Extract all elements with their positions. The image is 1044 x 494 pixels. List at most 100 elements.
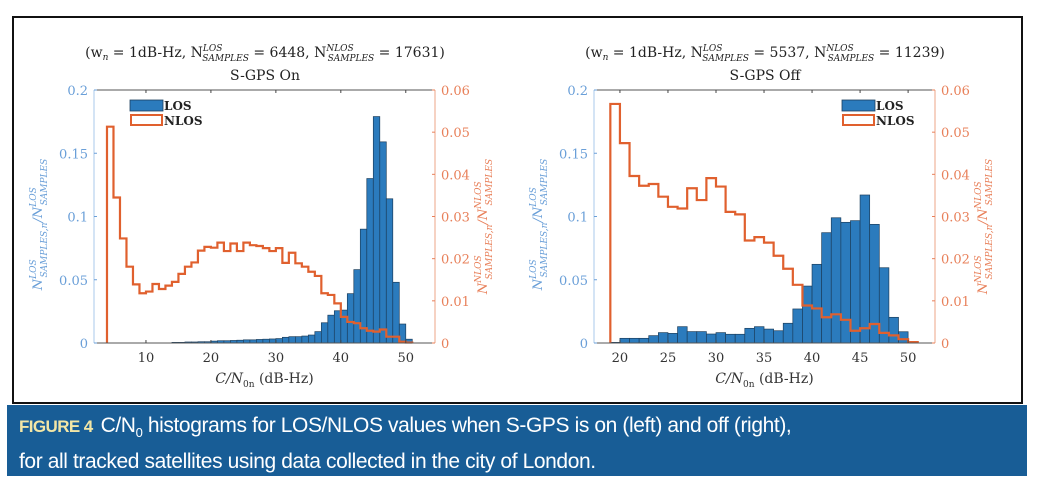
chart-subtitle: (wn = 1dB-Hz, NLOS SAMPLES = 6448, NNLOS S… [85,44,445,64]
los-bar [658,332,669,344]
legend-los-label: LOS [876,99,904,113]
right-y-axis-label: NNLOSSAMPLES,n/NNLOSSAMPLES [974,159,995,295]
y-label-part: LOS [529,187,539,207]
los-bar [792,308,803,344]
left-y-tick-label: 0 [80,337,88,352]
subtitle-part: NLOS [825,44,853,54]
x-tick-label: 30 [708,351,725,366]
x-label-unit: (dB-Hz) [255,371,314,387]
y-label-part: SAMPLES [40,159,50,206]
subtitle-part: = 6448, N [249,45,326,61]
subtitle-part: = 1dB-Hz, N [608,45,703,61]
right-y-tick-label: 0 [941,337,949,352]
los-bar [830,217,842,344]
caption-cn: C/N [100,414,136,437]
los-bar [392,281,400,344]
y-label-part: NLOS [474,256,484,284]
los-bar [262,338,270,344]
los-bar [314,331,322,344]
subtitle-part: SAMPLES [828,54,875,64]
y-label-part: SAMPLES [540,159,550,206]
x-tick-label: 20 [612,351,629,366]
subtitle-part: LOS [202,44,222,54]
x-tick-label: 20 [203,351,220,366]
y-label-part: LOS [29,260,39,280]
y-label-part: N [31,278,46,291]
x-tick-label: 35 [756,351,773,366]
left-y-tick-label: 0.1 [67,211,88,226]
x-label-sub: 0n [743,380,755,390]
left-y-tick-label: 0.15 [559,147,588,162]
los-bar [734,333,746,344]
left-y-axis-label: NLOSSAMPLES,n/NLOSSAMPLES [529,159,550,292]
y-label-part: NLOS [974,256,984,284]
los-bar [648,335,659,344]
y-label-part: NLOS [474,182,484,210]
los-bar [821,232,832,344]
y-label-part: /N [31,206,46,224]
los-bar [811,263,823,344]
right-y-axis-label: NNLOSSAMPLES,n/NNLOSSAMPLES [474,159,495,295]
y-label-part: SAMPLES [485,159,495,206]
chart-title: S-GPS On [230,68,300,84]
y-label-part: SAMPLES,n [985,224,995,279]
chart-subtitle: (wn = 1dB-Hz, NLOS SAMPLES = 5537, NNLOS S… [585,44,945,64]
los-bar [696,331,707,344]
y-label-part: LOS [529,260,539,280]
figure-caption: FIGURE 4 C/N0 histograms for LOS/NLOS val… [7,405,1027,476]
y-label-part: N [531,278,546,291]
x-tick-label: 40 [333,351,350,366]
subtitle-part: NLOS [325,44,353,54]
los-bar [667,333,678,344]
legend-nlos-label: NLOS [876,114,915,128]
y-label-part: /N [476,208,491,226]
los-bar [725,333,736,344]
right-y-tick-label: 0 [441,337,449,352]
los-bar [320,322,329,344]
y-label-part: SAMPLES,n [540,222,550,277]
los-bar [715,332,726,344]
legend-los-swatch [129,99,164,112]
los-bar [385,198,394,344]
x-tick-label: 45 [852,351,869,366]
right-y-tick-label: 0.06 [441,84,470,99]
los-bar [677,326,688,344]
y-label-part: SAMPLES [985,159,995,206]
left-y-tick-label: 0.05 [559,274,588,289]
los-bar [353,269,361,344]
right-y-tick-label: 0.02 [941,253,970,268]
los-bar [706,333,717,344]
los-bar [275,338,283,344]
subtitle-part: = 17631) [374,45,445,61]
y-label-part: N [976,282,991,295]
right-y-tick-label: 0.01 [441,295,470,310]
chart-title: S-GPS Off [730,68,802,84]
left-y-tick-label: 0.05 [59,274,88,289]
los-bar [840,221,851,344]
subtitle-part: SAMPLES [328,54,375,64]
caption-line-2: for all tracked satellites using data co… [19,450,596,473]
right-y-tick-label: 0.04 [441,168,470,183]
subtitle-part: = 1dB-Hz, N [108,45,203,61]
los-bar [850,220,861,344]
y-label-part: SAMPLES,n [40,222,50,277]
los-bar [619,337,630,344]
subtitle-part: SAMPLES [202,54,249,64]
subtitle-part: n [603,53,609,63]
los-bar [301,335,309,344]
x-label-part: C/N [715,371,743,387]
los-bar [629,337,640,344]
y-label-part: N [476,282,491,295]
x-tick-label: 40 [804,351,821,366]
nlos-stairs-line [609,102,919,344]
los-bar [638,337,650,344]
caption-line-1: FIGURE 4 C/N0 histograms for LOS/NLOS val… [19,411,1027,447]
legend-nlos-swatch [130,114,163,126]
los-bar [763,328,774,344]
los-bar [366,178,374,344]
los-bar [773,330,784,344]
los-bar [869,223,880,344]
x-tick-label: 25 [660,351,677,366]
y-label-part: /N [531,206,546,224]
